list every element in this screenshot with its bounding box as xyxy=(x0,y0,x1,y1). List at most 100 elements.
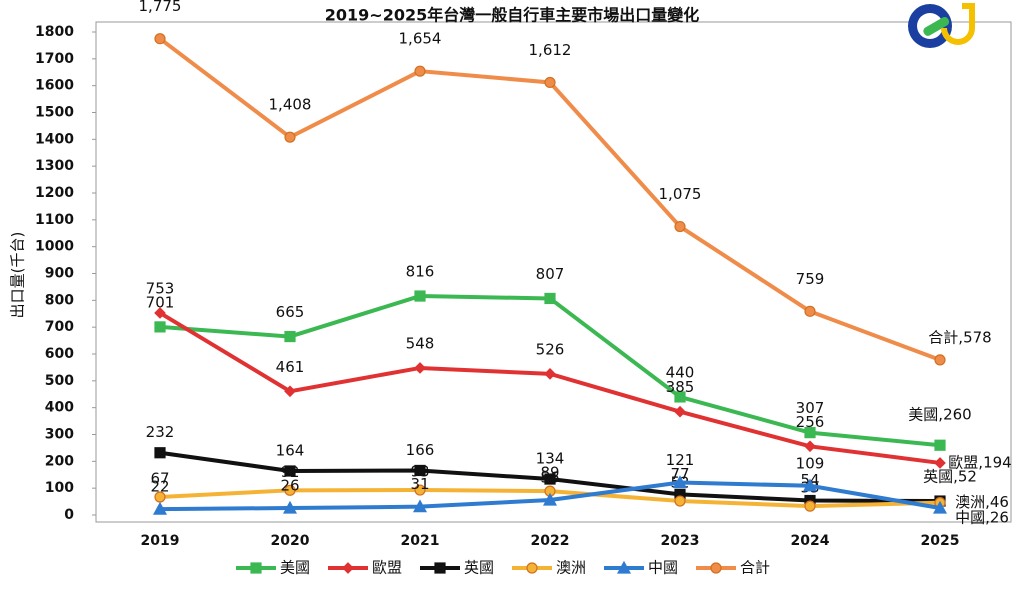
value-label: 31 xyxy=(410,475,429,493)
value-label: 英國,52 xyxy=(923,468,977,486)
x-tick-label: 2019 xyxy=(141,533,180,549)
value-label: 164 xyxy=(276,441,305,459)
y-tick-label: 1700 xyxy=(35,51,74,67)
legend-label: 美國 xyxy=(280,559,310,577)
y-tick-label: 600 xyxy=(45,346,74,362)
y-tick-label: 200 xyxy=(45,453,74,469)
legend-label: 合計 xyxy=(740,559,770,577)
y-tick-label: 1600 xyxy=(35,78,74,94)
marker xyxy=(414,464,426,477)
value-label: 1,612 xyxy=(529,41,572,59)
value-label: 26 xyxy=(280,477,299,495)
y-tick-label: 1800 xyxy=(35,24,74,40)
series: 2321641661347754英國,52 xyxy=(146,423,977,507)
value-label: 67 xyxy=(150,470,169,488)
marker xyxy=(674,391,686,403)
y-tick-label: 1300 xyxy=(35,158,74,174)
y-tick-label: 100 xyxy=(45,480,74,496)
marker xyxy=(526,562,538,574)
marker xyxy=(710,562,722,574)
marker xyxy=(154,33,166,45)
marker xyxy=(284,484,296,496)
y-tick-label: 1100 xyxy=(35,212,74,228)
marker xyxy=(544,292,556,305)
value-label: 548 xyxy=(406,334,435,352)
marker xyxy=(616,560,632,574)
marker xyxy=(674,220,686,233)
marker xyxy=(804,500,816,512)
value-label: 中國,26 xyxy=(955,509,1009,527)
legend-label: 澳洲 xyxy=(556,559,586,577)
x-tick-label: 2023 xyxy=(661,533,700,549)
value-label: 美國,260 xyxy=(908,406,971,424)
series: 1,775 1,408 1,654 1,612 1,075 759 合計,578 xyxy=(139,0,992,366)
y-tick-label: 800 xyxy=(45,292,74,308)
logo xyxy=(908,3,975,48)
y-tick-label: 900 xyxy=(45,266,74,282)
y-tick-label: 1000 xyxy=(35,239,74,255)
marker xyxy=(674,495,686,507)
value-label: 816 xyxy=(406,263,435,281)
x-tick-label: 2020 xyxy=(271,533,310,549)
marker xyxy=(544,76,556,89)
y-tick-label: 1200 xyxy=(35,185,74,201)
marker xyxy=(804,427,816,439)
value-label: 22 xyxy=(150,478,169,496)
marker xyxy=(674,405,686,418)
x-tick-label: 2025 xyxy=(921,533,960,549)
marker xyxy=(542,492,558,506)
value-label: 753 xyxy=(146,279,175,297)
marker xyxy=(250,562,262,574)
marker xyxy=(802,478,818,492)
value-label: 440 xyxy=(666,363,695,381)
series: 753 461 548 526 385 256 歐盟,194 xyxy=(146,279,1012,471)
value-label: 461 xyxy=(276,358,305,376)
y-tick-label: 300 xyxy=(45,427,74,443)
value-label: 89 xyxy=(540,464,559,482)
legend-label: 歐盟 xyxy=(372,559,402,577)
marker xyxy=(544,368,556,380)
value-label: 92 xyxy=(280,463,299,481)
value-label: 166 xyxy=(406,441,435,459)
marker xyxy=(154,307,166,319)
value-label: 526 xyxy=(536,340,565,358)
marker xyxy=(412,499,428,513)
marker xyxy=(284,131,296,143)
value-label: 121 xyxy=(666,451,695,469)
marker xyxy=(414,65,426,77)
y-tick-label: 1400 xyxy=(35,131,74,147)
legend-label: 中國 xyxy=(648,559,678,577)
value-label: 307 xyxy=(796,399,825,417)
marker xyxy=(934,457,946,469)
y-tick-label: 400 xyxy=(45,400,74,416)
y-tick-label: 1500 xyxy=(35,105,74,121)
value-label: 256 xyxy=(796,413,825,431)
value-label: 385 xyxy=(666,378,695,396)
chart-title: 2019~2025年台灣一般自行車主要市場出口量變化 xyxy=(325,6,699,25)
y-tick-label: 0 xyxy=(64,507,74,523)
marker xyxy=(414,362,426,374)
marker xyxy=(284,330,296,343)
value-label: 77 xyxy=(670,465,689,483)
value-label: 232 xyxy=(146,423,175,441)
value-label: 665 xyxy=(276,303,305,321)
marker xyxy=(934,354,946,366)
marker xyxy=(544,473,556,485)
series: 22 26 31 56 121 109 中國,26 xyxy=(150,451,1008,526)
marker xyxy=(282,500,298,514)
value-label: 1,654 xyxy=(399,30,442,48)
y-tick-label: 500 xyxy=(45,373,74,389)
value-label: 1,075 xyxy=(659,185,702,203)
marker xyxy=(154,447,166,459)
marker xyxy=(154,321,166,333)
marker xyxy=(934,439,946,451)
value-label: 759 xyxy=(796,270,825,288)
value-label: 701 xyxy=(146,293,175,311)
value-label: 134 xyxy=(536,450,565,468)
marker xyxy=(414,290,426,302)
value-label: 合計,578 xyxy=(928,328,991,346)
value-label: 93 xyxy=(410,463,429,481)
value-label: 109 xyxy=(796,454,825,472)
